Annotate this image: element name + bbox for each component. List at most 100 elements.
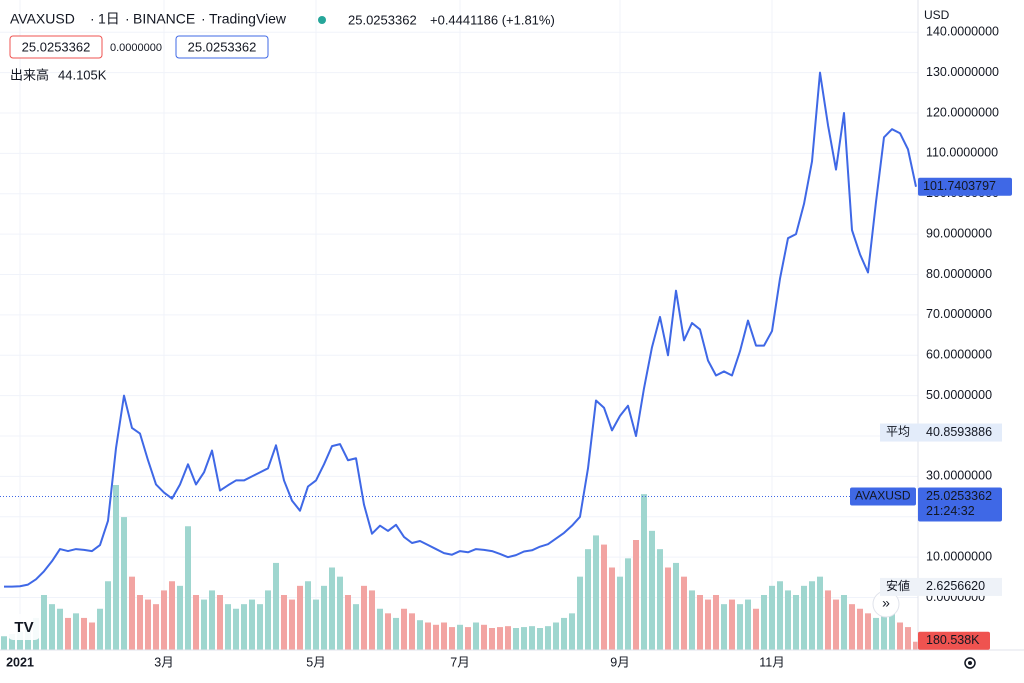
tv-logo: TV (8, 614, 40, 640)
volume-bar (321, 585, 327, 650)
volume-bar (897, 622, 903, 650)
volume-bar (297, 585, 303, 650)
volume-bar (721, 604, 727, 650)
volume-bar (825, 590, 831, 650)
volume-bar (345, 595, 351, 650)
volume-bar (833, 599, 839, 650)
sep: · (90, 11, 95, 27)
interval: 1日 (98, 11, 120, 27)
box (175, 35, 269, 59)
volume-bar (865, 613, 871, 650)
volume-bar (785, 590, 791, 650)
volume-bar (697, 595, 703, 650)
volume-bar (441, 622, 447, 650)
volume-bar (617, 576, 623, 650)
volume-bar (817, 576, 823, 650)
currency: USD (924, 8, 950, 22)
volume-bar (713, 595, 719, 650)
y-tick-label: 80.0000000 (926, 267, 992, 281)
x-tick-label: 2021 (6, 655, 34, 669)
volume-bar (545, 626, 551, 650)
volume-bar (433, 624, 439, 650)
volume-bar (513, 628, 519, 650)
volume-bar (857, 608, 863, 650)
low-label: 2.6256620 (926, 579, 985, 593)
volume-bar (745, 599, 751, 650)
source: TradingView (209, 11, 287, 27)
volume-bar (65, 617, 71, 650)
volume-bar (809, 581, 815, 650)
average-name: 平均 (886, 425, 910, 439)
y-tick-label: 10.0000000 (926, 549, 992, 563)
volume-bar (193, 595, 199, 650)
sep: · (201, 11, 206, 27)
volume-tag (918, 631, 990, 650)
volume-bar (657, 549, 663, 650)
current-tag (918, 487, 1002, 522)
volume-bar (265, 590, 271, 650)
volume-bar (521, 627, 527, 650)
volume-bar (289, 599, 295, 650)
volume-bar (185, 526, 191, 650)
svg-text:»: » (882, 595, 890, 611)
volume-bar (153, 604, 159, 650)
volume-bar (121, 517, 127, 650)
y-tick-label: 70.0000000 (926, 307, 992, 321)
volume-bar (601, 544, 607, 650)
volume-bar (569, 613, 575, 650)
y-tick-label: 120.0000000 (926, 105, 999, 119)
volume-bar (9, 633, 15, 650)
volume-bar (729, 599, 735, 650)
volume-bar (769, 585, 775, 650)
volume-bar (361, 585, 367, 650)
volume-bar (457, 624, 463, 650)
volume-bar (425, 622, 431, 650)
volume-bar (329, 567, 335, 650)
volume-bar (241, 604, 247, 650)
volume-bar (89, 622, 95, 650)
volume-bar (97, 608, 103, 650)
x-tick-label: 9月 (610, 655, 629, 669)
sep: · (125, 11, 130, 27)
volume-title: 出来高 (10, 67, 49, 82)
volume-bar (209, 590, 215, 650)
volume-bar (137, 595, 143, 650)
settings-icon[interactable] (964, 657, 976, 669)
low-name: 安値 (886, 578, 910, 593)
volume-bar (17, 631, 23, 650)
volume-bar (609, 567, 615, 650)
y-tick-label: 130.0000000 (926, 65, 999, 79)
box-value: 25.0253362 (22, 39, 91, 54)
volume-bar (169, 581, 175, 650)
y-tick-label: 50.0000000 (926, 388, 992, 402)
volume-bar (353, 604, 359, 650)
volume-bar (913, 641, 919, 650)
volume-bar (537, 628, 543, 650)
volume-bar (225, 604, 231, 650)
volume-bar (593, 535, 599, 650)
volume-bar (561, 617, 567, 650)
volume-bar (481, 624, 487, 650)
x-tick-label: 5月 (306, 655, 325, 669)
volume-bar (145, 599, 151, 650)
volume-bar (553, 622, 559, 650)
volume-bar (273, 562, 279, 650)
volume-bar (385, 613, 391, 650)
volume-bar (473, 622, 479, 650)
current-name-tag (850, 487, 916, 506)
price-tag-label: 101.7403797 (923, 179, 996, 193)
plot (4, 71, 917, 588)
box-value: 0.0000000 (110, 42, 162, 54)
low-tag (880, 577, 1002, 596)
volume-bar (73, 613, 79, 650)
price-tag (918, 177, 1012, 196)
y-tick-label: 90.0000000 (926, 226, 992, 240)
volume-bar (649, 530, 655, 650)
average-tag (880, 423, 1002, 442)
volume-bar (577, 576, 583, 650)
volume-bar (849, 604, 855, 650)
y-tick-label: 110.0000000 (926, 146, 998, 160)
volume-bar (369, 590, 375, 650)
volume-bar (105, 581, 111, 650)
volume-header: 44.105K (58, 67, 107, 82)
